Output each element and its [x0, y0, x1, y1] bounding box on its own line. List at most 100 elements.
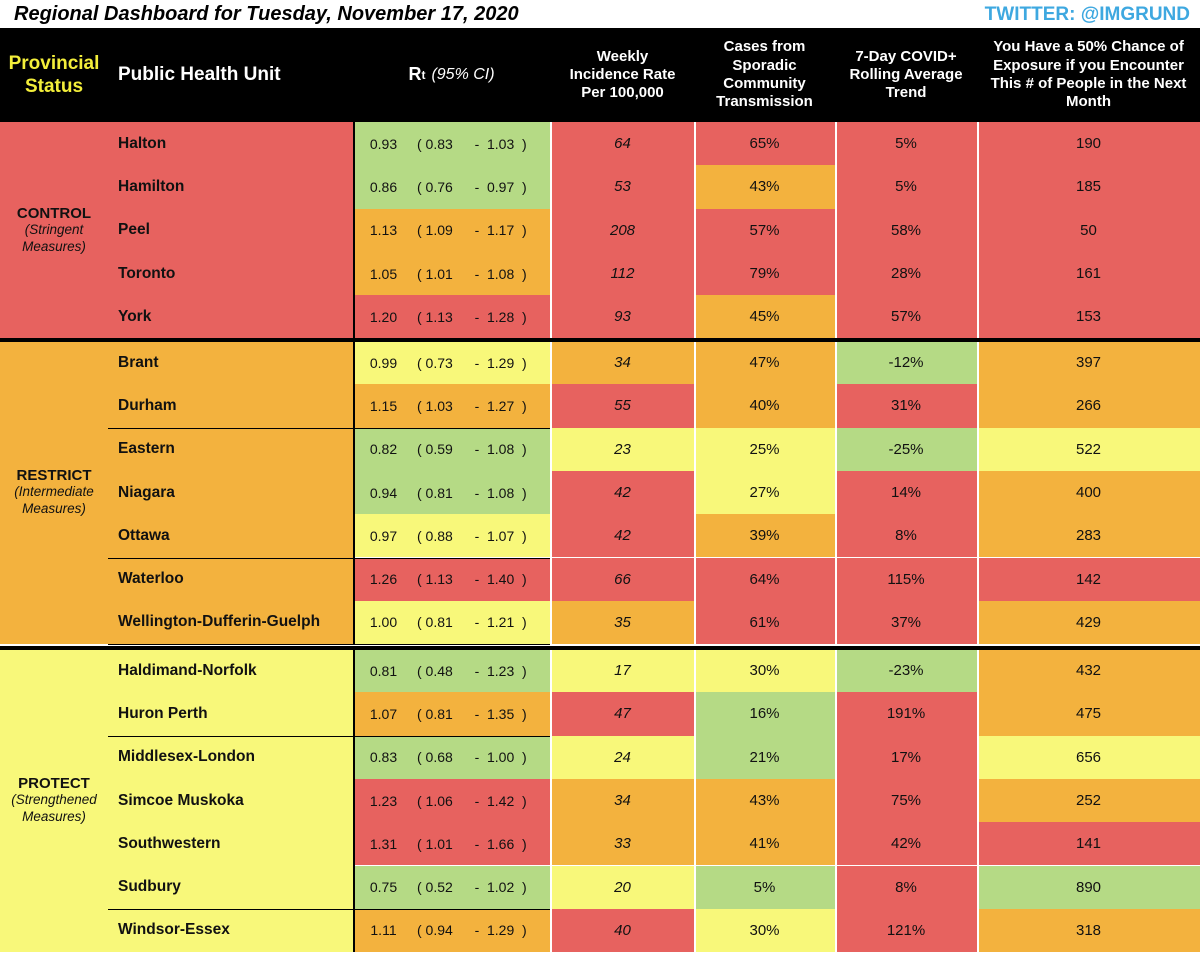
rt-value: 0.81 [369, 662, 398, 679]
health-unit-name: Brant [118, 353, 159, 371]
rt-value: 0.83 [369, 749, 398, 766]
rt-ci-lower: ( 1.13 [417, 308, 453, 325]
exposure-people-cell: 432 [977, 649, 1200, 693]
twitter-handle[interactable]: TWITTER: @IMGRUND [984, 4, 1190, 25]
rolling-average-trend-cell: -25% [835, 427, 977, 471]
header-rt-sub: t [421, 67, 426, 82]
incidence-rate-cell: 64 [551, 122, 694, 166]
exposure-people-cell: 185 [977, 165, 1200, 209]
subgroup-line [108, 427, 550, 429]
rt-value: 1.23 [369, 792, 398, 809]
unit-column-bg [108, 341, 353, 645]
rt-ci-upper: 1.03 ) [487, 135, 527, 152]
exposure-people-cell: 153 [977, 295, 1200, 339]
unit-column-bg [108, 122, 353, 339]
rt-value: 1.26 [369, 571, 398, 588]
subgroup-line [108, 908, 550, 910]
status-subtitle: (Stringent Measures) [22, 221, 86, 254]
incidence-rate-cell: 35 [551, 600, 694, 645]
exposure-people-cell: 252 [977, 778, 1200, 823]
rolling-average-trend-cell: 37% [835, 600, 977, 645]
rt-ci-lower: ( 0.59 [417, 441, 453, 458]
rt-ci-dash: - [474, 397, 480, 414]
rt-ci-lower: ( 0.83 [417, 135, 453, 152]
rolling-average-trend-cell: 121% [835, 908, 977, 953]
rt-ci-lower: ( 1.01 [417, 835, 453, 852]
rt-ci-dash: - [474, 571, 480, 588]
status-band-control: CONTROL (Stringent Measures) [0, 122, 108, 339]
incidence-rate-cell: 53 [551, 165, 694, 209]
sporadic-transmission-cell: 43% [694, 778, 835, 823]
status-subtitle: (Strengthened Measures) [11, 792, 97, 825]
column-separator [550, 122, 552, 960]
rt-ci-upper: 1.08 ) [487, 484, 527, 501]
rt-value: 0.86 [369, 178, 398, 195]
rt-cell: 0.81 ( 0.48 -1.23 ) [355, 649, 550, 693]
rt-ci-upper: 1.28 ) [487, 308, 527, 325]
rolling-average-trend-cell: 5% [835, 165, 977, 209]
status-subtitle: (Intermediate Measures) [14, 484, 94, 517]
rt-value: 0.99 [369, 354, 398, 371]
health-unit-name: Hamilton [118, 177, 185, 195]
rt-value: 1.31 [369, 835, 398, 852]
rt-value: 1.15 [369, 397, 398, 414]
exposure-people-cell: 161 [977, 251, 1200, 296]
health-unit-name: Durham [118, 396, 177, 414]
incidence-rate-cell: 17 [551, 649, 694, 693]
rt-value: 0.97 [369, 527, 398, 544]
rt-value: 1.07 [369, 705, 398, 722]
incidence-rate-cell: 40 [551, 908, 694, 953]
subgroup-line [108, 644, 550, 646]
rolling-average-trend-cell: 191% [835, 692, 977, 736]
exposure-people-cell: 266 [977, 384, 1200, 428]
rt-ci-lower: ( 1.09 [417, 222, 453, 239]
health-unit-name: Huron Perth [118, 704, 208, 722]
dashboard-table: CONTROL (Stringent Measures) Halton 0.93 ( 0… [0, 122, 1200, 960]
sporadic-transmission-cell: 45% [694, 295, 835, 339]
sporadic-transmission-cell: 16% [694, 692, 835, 736]
rolling-average-trend-cell: 115% [835, 557, 977, 601]
band-separator [0, 338, 1200, 342]
rt-cell: 0.86 ( 0.76 -0.97 ) [355, 165, 550, 209]
rt-value: 0.93 [369, 135, 398, 152]
exposure-people-cell: 522 [977, 427, 1200, 471]
rt-ci-dash: - [474, 527, 480, 544]
rt-value: 0.82 [369, 441, 398, 458]
rolling-average-trend-cell: 31% [835, 384, 977, 428]
rt-ci-dash: - [474, 441, 480, 458]
health-unit-name: Halton [118, 134, 167, 152]
header-rt-ci: (95% CI) [431, 66, 495, 84]
rt-cell: 1.05 ( 1.01 -1.08 ) [355, 251, 550, 296]
status-band-restrict: RESTRICT (Intermediate Measures) [0, 341, 108, 645]
sporadic-transmission-cell: 30% [694, 908, 835, 953]
rolling-average-trend-cell: -23% [835, 649, 977, 693]
rt-ci-upper: 1.08 ) [487, 441, 527, 458]
unit-column-bg [108, 649, 353, 953]
health-unit-name: Haldimand-Norfolk [118, 661, 257, 679]
rt-ci-upper: 1.07 ) [487, 527, 527, 544]
rt-ci-dash: - [474, 705, 480, 722]
rt-value: 0.75 [369, 879, 398, 896]
column-divider [353, 649, 355, 953]
rolling-average-trend-cell: 42% [835, 822, 977, 866]
health-unit-name: Wellington-Dufferin-Guelph [118, 613, 321, 631]
status-name: CONTROL [16, 204, 92, 222]
exposure-people-cell: 142 [977, 557, 1200, 601]
column-separator [835, 122, 837, 960]
rolling-average-trend-cell: 8% [835, 865, 977, 909]
title-bar: Regional Dashboard for Tuesday, November… [0, 0, 1200, 28]
health-unit-name: Middlesex-London [118, 748, 255, 766]
rolling-average-trend-cell: 8% [835, 514, 977, 558]
rolling-average-trend-cell: 17% [835, 735, 977, 779]
sporadic-transmission-cell: 5% [694, 865, 835, 909]
sporadic-transmission-cell: 65% [694, 122, 835, 166]
rt-ci-upper: 0.97 ) [487, 178, 527, 195]
rt-value: 1.00 [369, 614, 398, 631]
sporadic-transmission-cell: 57% [694, 208, 835, 252]
rt-ci-lower: ( 1.13 [417, 571, 453, 588]
health-unit-name: Toronto [118, 264, 176, 282]
rt-cell: 1.11 ( 0.94 -1.29 ) [355, 908, 550, 953]
rt-cell: 0.99 ( 0.73 -1.29 ) [355, 341, 550, 385]
